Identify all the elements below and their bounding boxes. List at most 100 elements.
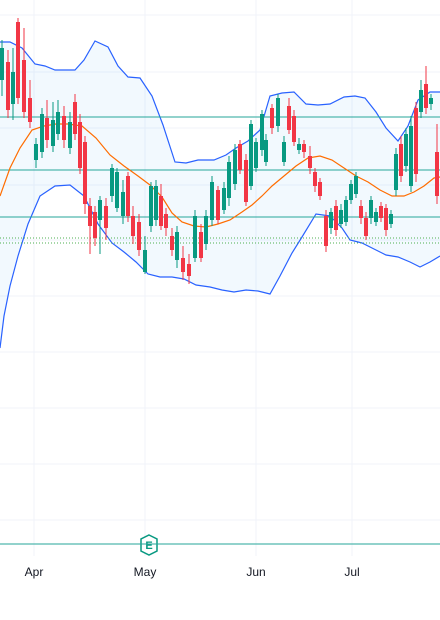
- candle-up[interactable]: [51, 102, 55, 152]
- candle-up[interactable]: [374, 208, 378, 226]
- candle-down[interactable]: [104, 198, 108, 240]
- candle-body: [98, 200, 102, 220]
- candle-body: [389, 214, 393, 224]
- candle-up[interactable]: [0, 40, 4, 96]
- candle-body: [364, 218, 368, 236]
- candle-up[interactable]: [394, 148, 398, 196]
- candle-up[interactable]: [204, 210, 208, 250]
- candle-body: [193, 216, 197, 258]
- candle-up[interactable]: [339, 204, 343, 228]
- candle-body: [244, 160, 248, 202]
- candle-down[interactable]: [199, 224, 203, 262]
- candle-body: [429, 98, 433, 104]
- candle-down[interactable]: [45, 100, 49, 148]
- candle-down[interactable]: [164, 208, 168, 236]
- candle-up[interactable]: [389, 210, 393, 228]
- candle-up[interactable]: [409, 116, 413, 192]
- candle-up[interactable]: [11, 48, 15, 120]
- candle-up[interactable]: [249, 120, 253, 190]
- candle-down[interactable]: [181, 246, 185, 280]
- candle-down[interactable]: [435, 124, 439, 204]
- candle-down[interactable]: [424, 66, 428, 114]
- candle-body: [435, 152, 439, 196]
- candle-down[interactable]: [93, 206, 97, 246]
- candle-body: [324, 216, 328, 246]
- candle-down[interactable]: [318, 178, 322, 200]
- candle-up[interactable]: [56, 100, 60, 140]
- candle-down[interactable]: [334, 200, 338, 236]
- candle-down[interactable]: [244, 154, 248, 206]
- candle-down[interactable]: [131, 206, 135, 244]
- candle-body: [297, 144, 301, 150]
- candle-up[interactable]: [210, 176, 214, 226]
- candle-up[interactable]: [68, 112, 72, 154]
- earnings-event-marker[interactable]: E: [140, 534, 158, 556]
- candle-up[interactable]: [419, 80, 423, 118]
- candle-up[interactable]: [429, 94, 433, 110]
- candle-down[interactable]: [126, 172, 130, 222]
- candle-body: [34, 144, 38, 160]
- candle-down[interactable]: [62, 106, 66, 148]
- candle-up[interactable]: [297, 138, 301, 154]
- candle-up[interactable]: [260, 110, 264, 156]
- candle-up[interactable]: [233, 144, 237, 190]
- candle-down[interactable]: [238, 140, 242, 174]
- candle-up[interactable]: [98, 196, 102, 254]
- candle-down[interactable]: [324, 210, 328, 252]
- candle-down[interactable]: [78, 114, 82, 174]
- candles[interactable]: [0, 18, 439, 284]
- candle-body: [394, 154, 398, 190]
- candle-down[interactable]: [187, 254, 191, 284]
- candle-body: [344, 200, 348, 222]
- candle-down[interactable]: [308, 146, 312, 174]
- candle-down[interactable]: [364, 212, 368, 240]
- candle-down[interactable]: [73, 94, 77, 140]
- candle-down[interactable]: [6, 50, 10, 118]
- candle-down[interactable]: [359, 200, 363, 224]
- candle-up[interactable]: [149, 182, 153, 232]
- candle-up[interactable]: [254, 138, 258, 172]
- candle-down[interactable]: [292, 110, 296, 146]
- candle-down[interactable]: [384, 204, 388, 236]
- candle-up[interactable]: [369, 196, 373, 224]
- candle-up[interactable]: [404, 128, 408, 172]
- candle-down[interactable]: [88, 198, 92, 254]
- candle-up[interactable]: [349, 180, 353, 204]
- candle-up[interactable]: [354, 172, 358, 198]
- candle-up[interactable]: [34, 138, 38, 168]
- candle-down[interactable]: [399, 136, 403, 182]
- candle-down[interactable]: [216, 186, 220, 224]
- candle-up[interactable]: [282, 136, 286, 166]
- candle-down[interactable]: [16, 18, 20, 104]
- candle-down[interactable]: [137, 214, 141, 256]
- candle-up[interactable]: [329, 208, 333, 234]
- candle-up[interactable]: [276, 94, 280, 132]
- candle-down[interactable]: [170, 228, 174, 256]
- candle-down[interactable]: [379, 202, 383, 222]
- candle-down[interactable]: [83, 136, 87, 214]
- candle-down[interactable]: [287, 98, 291, 134]
- candle-body: [292, 116, 296, 142]
- candle-down[interactable]: [28, 80, 32, 128]
- candle-down[interactable]: [414, 102, 418, 182]
- candle-up[interactable]: [115, 168, 119, 212]
- candle-up[interactable]: [264, 134, 268, 166]
- candle-up[interactable]: [175, 226, 179, 268]
- time-axis[interactable]: Apr May Jun Jul: [0, 543, 440, 579]
- candle-down[interactable]: [159, 184, 163, 230]
- candle-down[interactable]: [270, 104, 274, 134]
- candle-down[interactable]: [302, 140, 306, 158]
- candle-up[interactable]: [222, 182, 226, 214]
- candle-up[interactable]: [344, 196, 348, 226]
- candle-down[interactable]: [22, 28, 26, 118]
- candle-up[interactable]: [193, 210, 197, 262]
- candle-up[interactable]: [40, 108, 44, 158]
- candle-down[interactable]: [313, 168, 317, 192]
- candle-up[interactable]: [154, 180, 158, 226]
- candle-up[interactable]: [121, 180, 125, 224]
- candle-up[interactable]: [227, 156, 231, 206]
- candle-up[interactable]: [143, 236, 147, 274]
- candle-up[interactable]: [110, 164, 114, 202]
